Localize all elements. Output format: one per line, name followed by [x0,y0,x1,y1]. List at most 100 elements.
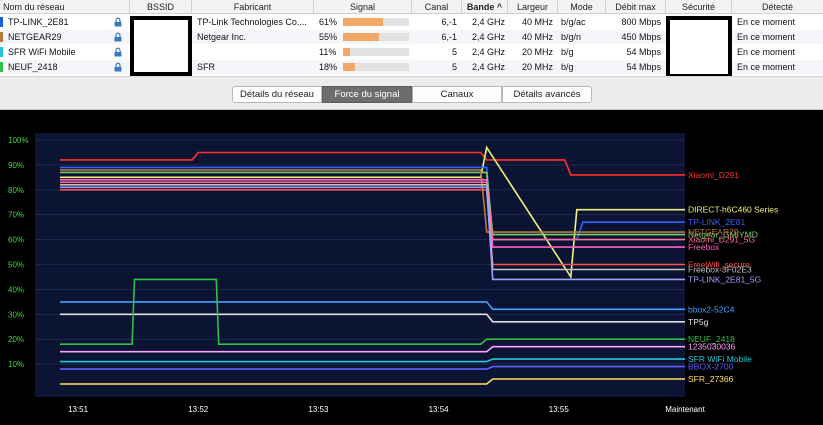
channel-cell: 6,-1 [441,17,457,27]
series-label: TP5g [688,317,709,327]
table-row[interactable]: NETGEAR29 Netgear Inc. 55% 6,-1 2,4 GHz 40 MH… [0,30,823,44]
column-header-width[interactable]: Largeur [508,0,558,14]
view-tabs-bar: Détails du réseau Force du signal Canaux… [0,76,823,110]
tab-channels[interactable]: Canaux [412,86,502,103]
network-name-cell: NEUF_2418 [8,62,58,72]
x-tick-label: 13:55 [549,405,570,414]
column-header-network-name[interactable]: Nom du réseau [0,0,130,14]
series-line-bbox-2700 [60,365,685,370]
x-tick-label: 13:54 [429,405,450,414]
width-cell: 20 MHz [521,62,553,72]
network-color-swatch [0,62,3,72]
mode-cell: b/g/n [561,32,582,42]
lock-icon [114,17,122,27]
series-label: Xiaomi_D291 [688,170,739,180]
y-tick-label: 100% [8,136,28,145]
detected-cell: En ce moment [737,32,796,42]
network-color-swatch [0,17,3,27]
series-line-sfr-wifi-mobile [60,358,685,363]
network-table: Nom du réseau BSSID Fabricant Signal Can… [0,0,823,78]
series-line-tp5g [60,313,685,323]
signal-strength-chart: 100% 90% 80% 70% 60% 50% 40% 30% 20% 10% 13:51 13:5… [0,110,823,425]
column-header-signal[interactable]: Signal [314,0,412,14]
signal-bar [343,18,409,26]
series-line-1235030036 [60,345,685,353]
max-rate-cell: 800 Mbps [621,17,661,27]
x-tick-label: 13:52 [188,405,209,414]
series-line-xiaomi-d291-5g [60,181,685,241]
series-label: Netgear_GMIYMD [688,230,758,240]
series-label: Xiaomi_D291_5G [688,235,755,245]
mode-cell: b/g/ac [561,17,586,27]
column-header-bssid[interactable]: BSSID [130,0,192,14]
series-label: DIRECT-h6C460 Series [688,205,778,215]
series-line-tp-link-2e81-5g [60,186,685,281]
table-header: Nom du réseau BSSID Fabricant Signal Can… [0,0,823,14]
vendor-cell: TP-Link Technologies Co.... [197,17,307,27]
column-header-mode[interactable]: Mode [558,0,606,14]
signal-percent-cell: 55% [319,32,338,42]
network-name-cell: NETGEAR29 [8,32,62,42]
tab-advanced-details[interactable]: Détails avancés [502,86,592,103]
vendor-cell: SFR [197,62,215,72]
signal-percent-cell: 18% [319,62,338,72]
column-header-detected[interactable]: Détecté [761,2,794,12]
x-tick-label: Maintenant [665,405,705,414]
y-tick-label: 60% [8,236,24,245]
y-tick-label: 50% [8,261,24,270]
signal-chart-svg: 100% 90% 80% 70% 60% 50% 40% 30% 20% 10% 13:51 13:5… [8,133,778,414]
table-row[interactable]: NEUF_2418 SFR 18% 5 2,4 GHz 20 MHz b/g 54 Mbps E… [0,60,823,74]
column-header-band[interactable]: Bande ^ [462,0,508,14]
table-row[interactable]: TP-LINK_2E81 TP-Link Technologies Co.... 6… [0,15,823,29]
y-tick-label: 70% [8,211,24,220]
band-cell: 2,4 GHz [471,32,505,42]
width-cell: 20 MHz [521,47,553,57]
series-label: SFR_27366 [688,374,734,384]
series-label: NETGEAR29 [688,227,739,237]
series-label: FreeWifi_secure [688,260,750,270]
lock-icon [114,32,122,42]
signal-bar [343,63,409,71]
column-header-channel[interactable]: Canal [412,0,462,14]
column-header-max-rate[interactable]: Débit max [606,0,666,14]
column-header-security[interactable]: Sécurité [666,0,732,14]
redacted-bssid-block [130,16,192,76]
mode-cell: b/g [561,62,574,72]
series-label: SFR WiFi Mobile [688,354,752,364]
y-tick-label: 90% [8,161,24,170]
series-line-sfr-27366 [60,378,685,385]
max-rate-cell: 54 Mbps [626,62,661,72]
y-tick-label: 20% [8,335,24,344]
series-label: Freebox-3F02E3 [688,264,752,274]
series-label: NEUF_2418 [688,334,735,344]
series-line-neuf-2418 [60,278,685,345]
column-header-vendor[interactable]: Fabricant [192,0,314,14]
lock-icon [114,62,122,72]
signal-percent-cell: 61% [319,17,338,27]
x-tick-label: 13:51 [68,405,89,414]
channel-cell: 5 [451,47,457,57]
series-line-netgear29 [60,169,685,233]
table-row[interactable]: SFR WiFi Mobile 11% 5 2,4 GHz 20 MHz b/g 54 Mb… [0,45,823,59]
max-rate-cell: 54 Mbps [626,47,661,57]
tab-network-details[interactable]: Détails du réseau [232,86,322,103]
signal-bar [343,33,409,41]
signal-bar-fill [343,18,383,26]
signal-bar-fill [343,48,350,56]
vendor-cell [194,45,312,59]
series-label: BBOX-2700 [688,362,734,372]
band-cell: 2,4 GHz [471,47,505,57]
network-name-cell: SFR WiFi Mobile [8,47,76,57]
series-label: bbox2-52C4 [688,304,735,314]
channel-cell: 5 [451,62,457,72]
lock-icon [114,47,122,57]
x-tick-label: 13:53 [308,405,329,414]
signal-percent-cell: 11% [319,47,337,57]
detected-cell: En ce moment [737,47,796,57]
mode-cell: b/g [561,47,574,57]
signal-bar [343,48,409,56]
band-cell: 2,4 GHz [471,17,505,27]
tab-signal-strength[interactable]: Force du signal [322,86,412,103]
y-tick-label: 40% [8,285,24,294]
